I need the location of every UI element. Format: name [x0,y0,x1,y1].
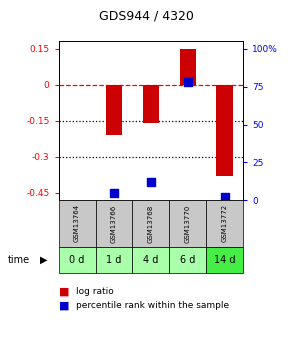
Bar [180,49,196,85]
Text: ▶: ▶ [40,255,47,265]
Point [112,190,116,195]
Text: GDS944 / 4320: GDS944 / 4320 [99,9,194,22]
Text: GSM13764: GSM13764 [74,204,80,243]
Text: GSM13768: GSM13768 [148,204,154,243]
Point [222,194,227,200]
Bar [106,85,122,135]
Text: time: time [7,255,30,265]
Text: GSM13770: GSM13770 [185,204,191,243]
Text: 0 d: 0 d [69,255,85,265]
Point [149,179,153,185]
Text: 1 d: 1 d [106,255,122,265]
Bar [217,85,233,176]
Text: GSM13772: GSM13772 [222,204,228,243]
Point [185,79,190,85]
Text: ■: ■ [59,300,69,310]
Bar [143,85,159,123]
Text: 4 d: 4 d [143,255,159,265]
Text: percentile rank within the sample: percentile rank within the sample [76,301,229,310]
Text: GSM13766: GSM13766 [111,204,117,243]
Text: 14 d: 14 d [214,255,236,265]
Text: log ratio: log ratio [76,287,114,296]
Text: 6 d: 6 d [180,255,195,265]
Text: ■: ■ [59,287,69,296]
